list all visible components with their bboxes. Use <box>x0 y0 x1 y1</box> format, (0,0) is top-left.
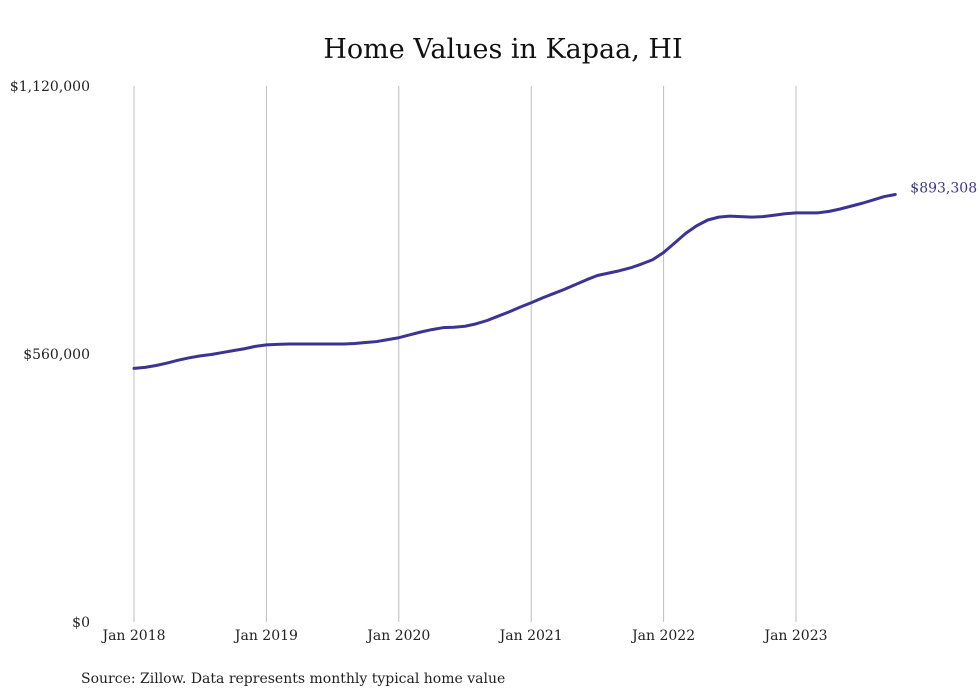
x-tick-label: Jan 2018 <box>100 628 165 644</box>
series-line-0 <box>132 192 897 370</box>
y-tick-label: $560,000 <box>23 347 90 363</box>
source-note: Source: Zillow. Data represents monthly … <box>81 671 505 687</box>
y-axis-tick-labels: $0 $560,000 $1,120,000 <box>10 79 90 631</box>
x-tick-label: Jan 2021 <box>498 628 563 644</box>
end-value-label: $893,308 <box>910 180 977 196</box>
y-tick-label: $0 <box>72 615 90 631</box>
chart-title: Home Values in Kapaa, HI <box>323 34 682 65</box>
series-group <box>132 192 897 370</box>
x-axis-tick-labels: Jan 2018 Jan 2019 Jan 2020 Jan 2021 Jan 2022… <box>100 628 827 644</box>
y-tick-label: $1,120,000 <box>10 79 90 95</box>
x-tick-label: Jan 2020 <box>365 628 430 644</box>
x-tick-label: Jan 2022 <box>630 628 695 644</box>
x-tick-label: Jan 2019 <box>233 628 298 644</box>
x-tick-label: Jan 2023 <box>762 628 827 644</box>
gridlines <box>133 86 797 622</box>
